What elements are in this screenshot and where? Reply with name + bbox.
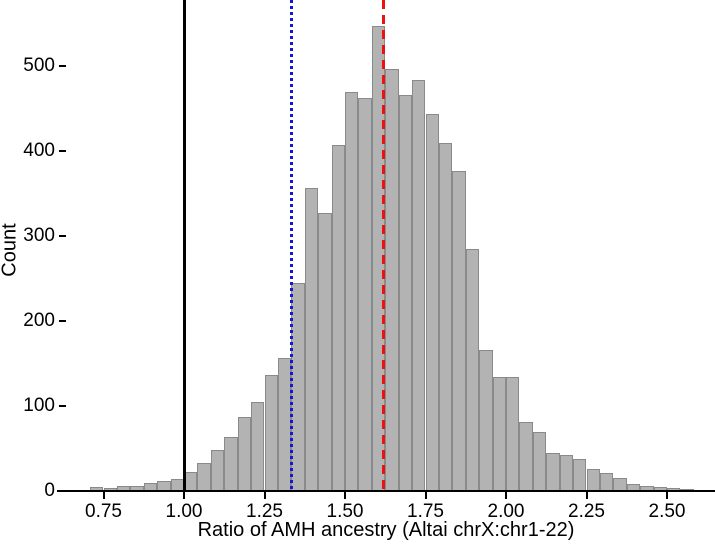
blue-dotted-line <box>290 0 294 491</box>
y-tick-label: 0 <box>44 480 55 501</box>
x-tick-label: 1.25 <box>246 501 283 522</box>
histogram-bar <box>667 488 681 491</box>
histogram-bar <box>640 485 654 491</box>
histogram-bar <box>116 485 131 491</box>
histogram-bar <box>237 417 252 492</box>
histogram-bar <box>143 483 158 491</box>
histogram-bar <box>130 485 144 491</box>
histogram-bar <box>546 452 560 492</box>
x-tick-mark <box>263 491 266 499</box>
x-axis-title: Ratio of AMH ancestry (Altai chrX:chr1-2… <box>197 519 575 541</box>
y-tick-label: 500 <box>23 55 55 76</box>
y-tick-mark <box>59 235 66 237</box>
histogram-bar <box>251 401 265 492</box>
histogram-bar <box>438 143 453 491</box>
x-axis-line <box>57 490 715 492</box>
y-tick-label: 400 <box>23 140 55 161</box>
x-tick-label: 1.75 <box>407 501 444 522</box>
histogram-bar <box>412 79 426 491</box>
x-tick-mark <box>424 491 427 499</box>
histogram-bar <box>318 213 332 491</box>
histogram-bar <box>398 94 413 491</box>
histogram-bar <box>90 486 104 492</box>
histogram-bar <box>157 480 171 491</box>
histogram-bar <box>264 375 278 491</box>
histogram-bar <box>573 458 587 491</box>
histogram-bar <box>385 68 399 491</box>
red-dashed-line <box>382 0 386 491</box>
x-tick-label: 2.50 <box>648 501 686 522</box>
histogram-bar <box>345 91 359 491</box>
y-tick-mark <box>59 65 66 67</box>
x-tick-mark <box>585 491 588 499</box>
x-tick-mark <box>183 491 185 499</box>
y-tick-mark <box>59 405 66 407</box>
x-tick-mark <box>344 491 346 499</box>
y-tick-mark <box>59 320 66 322</box>
histogram-bar <box>559 455 574 491</box>
x-tick-mark <box>666 491 668 499</box>
histogram-bar <box>519 422 533 491</box>
histogram-bar <box>465 248 480 492</box>
histogram-bar <box>197 462 211 491</box>
histogram-bar <box>586 468 600 491</box>
y-tick-mark <box>59 490 66 492</box>
histogram-bar <box>224 436 238 491</box>
y-axis-title: Count <box>0 223 21 277</box>
x-tick-label: 2.00 <box>487 501 525 522</box>
histogram-bar <box>613 478 627 492</box>
histogram-bar <box>304 188 319 491</box>
histogram-bar <box>277 358 292 491</box>
black-solid-line <box>182 0 186 491</box>
histogram-bar <box>492 377 506 491</box>
y-tick-mark <box>59 150 66 152</box>
histogram-bar <box>653 486 667 492</box>
histogram-bar <box>103 488 117 491</box>
x-tick-label: 0.75 <box>85 501 122 522</box>
histogram-bar <box>479 349 493 491</box>
histogram-bar <box>331 145 345 491</box>
histogram-bar <box>452 170 466 491</box>
histogram-bar <box>626 484 641 491</box>
x-tick-mark <box>102 491 105 499</box>
x-tick-label: 1.00 <box>165 501 203 522</box>
histogram-bar <box>210 450 225 491</box>
x-tick-label: 1.50 <box>326 501 364 522</box>
histogram-bar <box>532 431 547 491</box>
y-tick-label: 300 <box>23 225 55 246</box>
histogram-bar <box>184 472 198 491</box>
x-tick-label: 2.25 <box>568 501 605 522</box>
histogram-bar <box>599 473 614 491</box>
histogram-bar <box>506 377 520 491</box>
histogram-bar <box>425 114 439 491</box>
x-tick-mark <box>505 491 507 499</box>
y-tick-label: 200 <box>23 310 55 331</box>
histogram-bar <box>358 98 372 491</box>
y-tick-label: 100 <box>23 395 55 416</box>
